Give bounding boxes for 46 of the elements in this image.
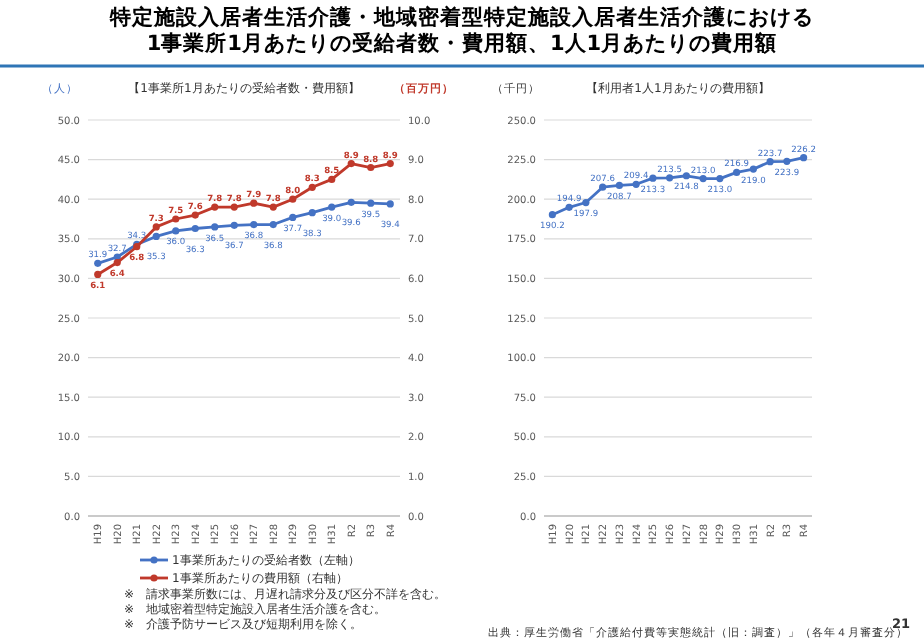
point — [766, 158, 774, 166]
point — [172, 215, 180, 223]
point — [386, 159, 394, 168]
point — [230, 221, 238, 229]
point — [649, 174, 657, 182]
point — [733, 168, 741, 177]
point — [347, 198, 355, 206]
point — [599, 183, 607, 191]
point — [328, 203, 336, 211]
point — [211, 203, 219, 211]
point — [666, 174, 674, 182]
point — [632, 180, 640, 188]
point — [716, 175, 724, 183]
point — [250, 220, 258, 229]
point — [308, 209, 316, 217]
point — [783, 157, 791, 165]
point — [367, 199, 375, 207]
point — [699, 175, 707, 183]
point — [582, 198, 590, 207]
point — [250, 199, 258, 207]
point — [328, 175, 336, 183]
point — [152, 232, 160, 241]
point — [800, 154, 808, 162]
point — [347, 159, 355, 168]
point — [211, 223, 219, 231]
point — [94, 270, 102, 279]
point — [289, 213, 297, 222]
point — [172, 227, 180, 235]
point — [113, 258, 121, 267]
point — [565, 203, 573, 211]
point — [548, 211, 556, 219]
point — [94, 259, 102, 267]
point — [615, 181, 623, 190]
point — [191, 224, 199, 233]
point — [386, 200, 394, 208]
point — [230, 203, 238, 211]
text: 特定施設入居者生活介護・地域密着型特定施設入居者生活介護における 1事業所1月あたりの受給者数・費用額、1人1月あたりの費用額 — [108, 4, 814, 56]
point — [749, 165, 757, 173]
point — [152, 223, 160, 231]
point — [367, 163, 375, 172]
point — [289, 195, 297, 203]
point — [269, 203, 277, 211]
point — [308, 183, 316, 191]
point — [682, 172, 690, 180]
point — [191, 211, 199, 219]
point — [269, 220, 277, 229]
